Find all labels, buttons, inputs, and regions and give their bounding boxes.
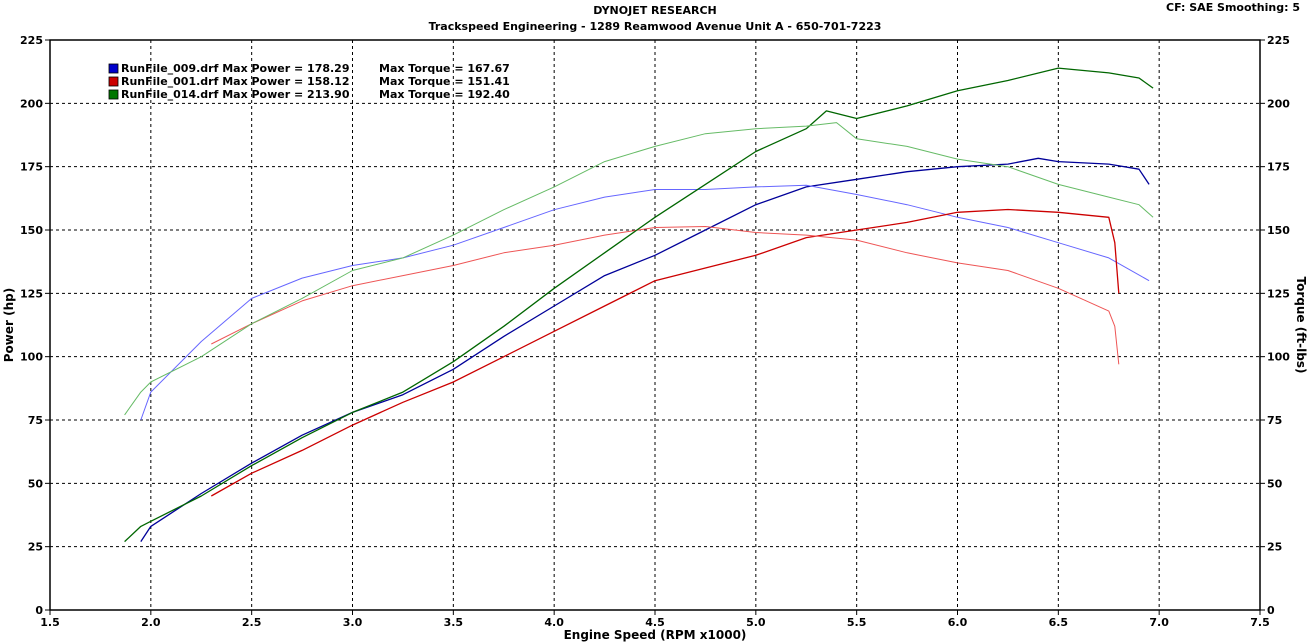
x-tick-label: 5.5 — [847, 616, 867, 629]
legend: RunFile_009.drf Max Power = 178.29 Max To… — [108, 62, 510, 101]
legend-file-power: RunFile_014.drf Max Power = 213.90 — [121, 88, 350, 101]
legend-max-torque: Max Torque = 192.40 — [379, 88, 510, 101]
y-tick-label-left: 200 — [20, 97, 43, 110]
x-tick-label: 3.5 — [444, 616, 464, 629]
cf-smoothing-label: CF: SAE Smoothing: 5 — [1166, 1, 1300, 14]
y-tick-label-left: 150 — [20, 224, 43, 237]
x-tick-label: 3.0 — [343, 616, 363, 629]
y-tick-label-right: 125 — [1267, 287, 1290, 300]
x-tick-label: 5.0 — [746, 616, 766, 629]
x-tick-label: 4.0 — [544, 616, 564, 629]
runfile-001-power-line — [210, 208, 1120, 497]
legend-swatch — [108, 76, 119, 87]
y-axis-label-left: Power (hp) — [2, 288, 16, 362]
y-tick-label-right: 25 — [1267, 541, 1282, 554]
legend-swatch — [108, 89, 119, 100]
x-tick-label: 7.5 — [1250, 616, 1270, 629]
x-tick-label: 1.5 — [40, 616, 60, 629]
runfile-014-torque-line — [124, 122, 1154, 416]
y-tick-label-left: 100 — [20, 351, 43, 364]
y-tick-label-right: 150 — [1267, 224, 1290, 237]
y-tick-label-right: 75 — [1267, 414, 1282, 427]
x-tick-label: 7.0 — [1149, 616, 1169, 629]
x-tick-label: 4.5 — [645, 616, 665, 629]
runfile-014-power-line — [124, 67, 1154, 543]
y-tick-label-left: 0 — [35, 604, 43, 617]
x-tick-label: 2.0 — [141, 616, 161, 629]
y-axis-label-right: Torque (ft-lbs) — [1294, 277, 1308, 374]
x-tick-label: 6.0 — [948, 616, 968, 629]
legend-max-torque: Max Torque = 151.41 — [379, 75, 510, 88]
y-tick-label-left: 25 — [28, 541, 43, 554]
chart-title: DYNOJET RESEARCH — [593, 4, 716, 17]
legend-file-power: RunFile_009.drf Max Power = 178.29 — [121, 62, 350, 75]
y-tick-label-left: 125 — [20, 287, 43, 300]
axis-ticks: 1.5 2.0 2.5 3.0 3.5 4.0 4.5 5.0 5.5 6.0 6.5 7.0 7.50… — [20, 34, 1290, 629]
y-tick-label-left: 225 — [20, 34, 43, 47]
x-tick-label: 6.5 — [1049, 616, 1069, 629]
y-tick-label-right: 175 — [1267, 161, 1290, 174]
x-tick-label: 2.5 — [242, 616, 262, 629]
y-tick-label-right: 0 — [1267, 604, 1275, 617]
y-tick-label-right: 50 — [1267, 477, 1283, 490]
x-axis-label: Engine Speed (RPM x1000) — [564, 628, 747, 642]
y-tick-label-right: 225 — [1267, 34, 1290, 47]
y-tick-label-left: 50 — [28, 477, 44, 490]
runfile-009-torque-line — [140, 184, 1150, 421]
grid-lines — [50, 40, 1260, 610]
y-tick-label-left: 175 — [20, 161, 43, 174]
y-tick-label-right: 200 — [1267, 97, 1290, 110]
legend-file-power: RunFile_001.drf Max Power = 158.12 — [121, 75, 350, 88]
y-tick-label-right: 100 — [1267, 351, 1290, 364]
runfile-001-torque-line — [211, 226, 1120, 365]
legend-max-torque: Max Torque = 167.67 — [379, 62, 510, 75]
y-tick-label-left: 75 — [28, 414, 43, 427]
runfile-009-power-line — [140, 157, 1150, 542]
series-lines — [124, 67, 1154, 543]
legend-swatch — [108, 63, 119, 74]
chart-subtitle: Trackspeed Engineering - 1289 Reamwood A… — [429, 20, 882, 33]
